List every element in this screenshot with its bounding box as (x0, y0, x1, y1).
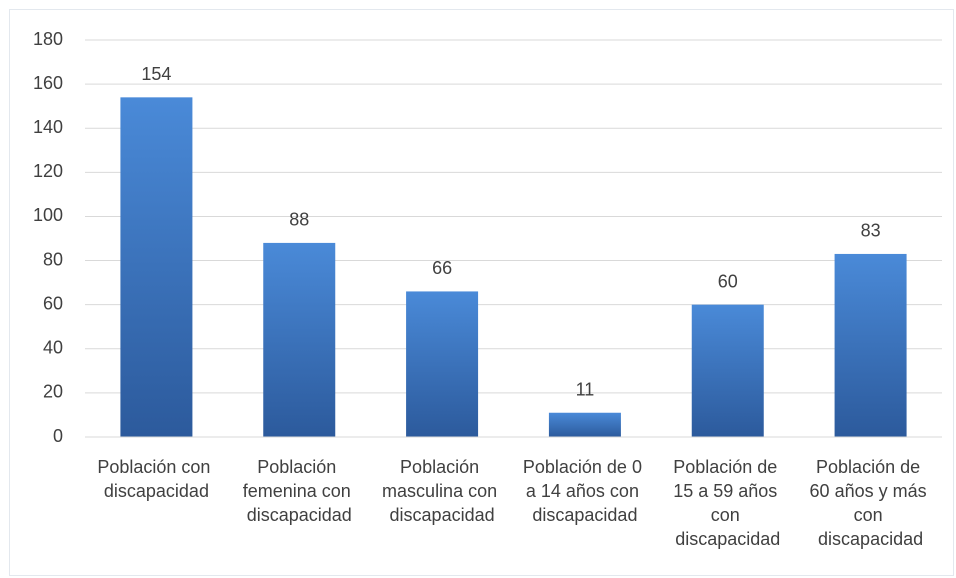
y-tick-label: 0 (53, 426, 63, 446)
y-tick-label: 180 (33, 29, 63, 49)
y-tick-label: 80 (43, 249, 63, 269)
x-tick-label: Población con discapacidad (97, 457, 215, 501)
x-tick-label: Población femenina con discapacidad (243, 457, 356, 525)
bar (406, 291, 479, 437)
y-tick-label: 120 (33, 161, 63, 181)
bar (548, 412, 621, 437)
x-tick-label: Población de 60 años y más con discapaci… (810, 457, 932, 549)
x-tick-label: Población de 15 a 59 años con discapacid… (673, 457, 782, 549)
value-label: 83 (861, 221, 881, 241)
x-tick-label: Población masculina con discapacidad (382, 457, 502, 525)
y-tick-label: 40 (43, 338, 63, 358)
bar (691, 304, 764, 437)
value-label: 88 (289, 210, 309, 230)
bar (834, 253, 907, 437)
value-label: 154 (141, 64, 171, 84)
y-tick-label: 140 (33, 117, 63, 137)
bar (120, 97, 193, 437)
bar (263, 242, 336, 437)
y-tick-label: 160 (33, 73, 63, 93)
value-label: 11 (576, 379, 595, 399)
value-label: 66 (432, 258, 452, 278)
chart-border (9, 9, 954, 576)
value-label: 60 (718, 271, 738, 291)
y-tick-label: 60 (43, 293, 63, 313)
y-tick-label: 20 (43, 382, 63, 402)
y-tick-label: 100 (33, 205, 63, 225)
x-tick-label: Población de 0 a 14 años con discapacida… (523, 457, 647, 525)
